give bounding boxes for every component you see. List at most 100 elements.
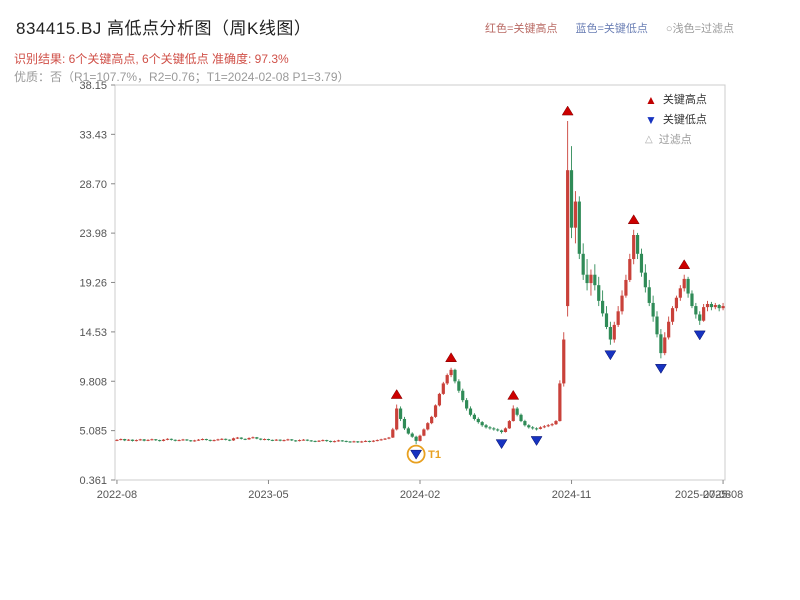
- candle-body: [161, 439, 166, 441]
- top-legend-filter: ○浅色=过滤点: [665, 23, 734, 35]
- candle-body: [698, 314, 702, 321]
- key-high-marker: [627, 214, 640, 225]
- candle-body: [717, 305, 721, 309]
- candle-body: [620, 295, 624, 312]
- x-tick-label: 2022-08: [97, 489, 137, 501]
- candle-body: [523, 421, 527, 426]
- candle-body: [301, 439, 306, 441]
- candle-body: [593, 274, 597, 286]
- triangle-open-icon: △: [645, 134, 653, 145]
- candle-body: [422, 429, 426, 436]
- plot-legend-key-high-label: 关键高点: [662, 94, 707, 106]
- x-end-date-label: 2025-07-08: [675, 489, 731, 501]
- candle-body: [344, 440, 348, 442]
- candle-body: [604, 313, 609, 327]
- x-tick-label: 2024-02: [400, 489, 440, 501]
- candle-body: [608, 326, 612, 340]
- x-tick-label: 2024-11: [552, 489, 592, 501]
- key-high-marker: [561, 105, 574, 116]
- candle-body: [550, 424, 554, 426]
- candle-body: [181, 439, 185, 441]
- candle-body: [499, 430, 504, 433]
- subtitle-recognition-result: 识别结果: 6个关键高点, 6个关键低点 准确度: 97.3%: [14, 52, 289, 66]
- candle-body: [632, 234, 636, 260]
- candle-body: [546, 425, 550, 427]
- key-low-marker: [604, 350, 617, 361]
- candle-body: [278, 439, 282, 441]
- candle-body: [177, 440, 181, 442]
- key-high-marker: [678, 259, 691, 269]
- candle-body: [484, 425, 488, 428]
- candle-body: [612, 324, 616, 340]
- candle-body: [441, 383, 445, 394]
- candle-body: [130, 439, 135, 441]
- candle-body: [430, 416, 434, 424]
- x-tick-label: 2025-08: [703, 489, 743, 501]
- plot-legend-key-low-row: ▼ 关键低点: [645, 110, 707, 130]
- candle-body: [282, 440, 286, 442]
- candle-body: [208, 439, 212, 441]
- candle-body: [364, 440, 368, 442]
- plot-legend-filter-label: 过滤点: [658, 134, 692, 146]
- candle-body: [643, 272, 647, 288]
- candle-body: [173, 439, 177, 441]
- candle-body: [503, 428, 508, 433]
- candle-body: [398, 408, 403, 419]
- candle-body: [321, 440, 325, 442]
- candle-body: [200, 439, 205, 441]
- candlestick-chart: 38.15 33.43 28.70 23.98 19.26 14.53 9.808 5.085…: [79, 80, 743, 501]
- candle-body: [329, 440, 333, 442]
- candle-body: [635, 234, 640, 254]
- candle-body: [371, 440, 375, 442]
- candle-body: [659, 334, 663, 354]
- candle-body: [375, 440, 379, 442]
- x-tick-label: 2023-05: [248, 489, 288, 501]
- candle-body: [286, 439, 290, 441]
- candle-body: [259, 438, 263, 440]
- candle-body: [356, 441, 360, 443]
- candle-body: [336, 440, 341, 442]
- plot-legend: ▲ 关键高点 ▼ 关键低点 △ 过滤点: [645, 90, 707, 150]
- candle-body: [387, 437, 391, 439]
- candle-body: [247, 437, 251, 440]
- y-tick-label: 33.43: [79, 129, 107, 141]
- candle-body: [216, 439, 220, 441]
- candle-body: [639, 253, 644, 273]
- candle-body: [538, 427, 543, 429]
- candle-body: [476, 418, 480, 423]
- candle-body: [674, 297, 679, 309]
- candle-body: [294, 440, 298, 442]
- key-low-marker: [495, 439, 508, 450]
- candle-body: [231, 438, 236, 441]
- candle-body: [601, 300, 605, 314]
- candle-body: [566, 170, 570, 307]
- candle-body: [562, 339, 566, 384]
- candle-body: [577, 201, 581, 254]
- candle-body: [325, 440, 329, 442]
- candle-body: [185, 439, 189, 441]
- candle-body: [406, 428, 410, 434]
- candle-body: [243, 438, 247, 440]
- candle-body: [433, 405, 438, 417]
- candle-body: [507, 421, 511, 429]
- candle-body: [445, 375, 449, 384]
- candle-body: [713, 305, 717, 308]
- candle-body: [686, 278, 690, 294]
- candle-body: [154, 439, 158, 441]
- candle-body: [511, 408, 515, 422]
- candle-body: [492, 428, 496, 430]
- candle-body: [383, 438, 387, 440]
- candle-body: [472, 414, 476, 419]
- candle-body: [150, 439, 154, 441]
- candle-body: [142, 439, 146, 441]
- candle-body: [519, 414, 523, 422]
- candle-body: [391, 429, 395, 438]
- candle-body: [189, 440, 193, 442]
- plot-frame: [114, 84, 726, 481]
- top-legend-key-high: 红色=关键高点: [485, 23, 558, 35]
- candle-body: [670, 308, 675, 322]
- candle-body: [410, 433, 414, 437]
- y-tick-label: 9.808: [79, 376, 107, 388]
- candle-body: [235, 437, 239, 439]
